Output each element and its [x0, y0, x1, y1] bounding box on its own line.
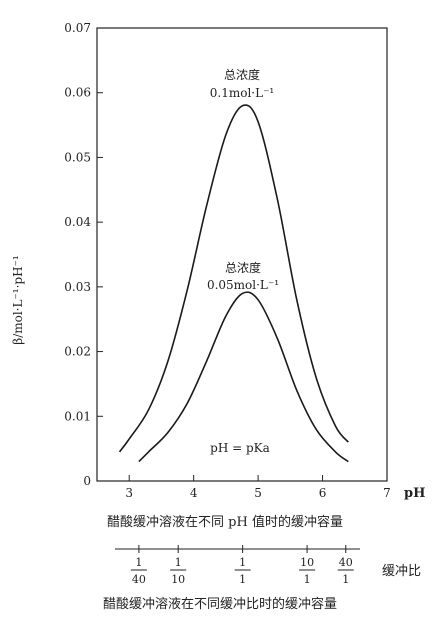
ratio-tick-numerator: 40 [339, 556, 353, 569]
x-tick-label: 3 [125, 486, 133, 500]
ratio-tick-denominator: 1 [239, 573, 246, 586]
ratio-tick-numerator: 1 [175, 556, 182, 569]
caption-bottom: 醋酸缓冲溶液在不同缓冲比时的缓冲容量 [103, 596, 337, 612]
y-tick-label: 0 [83, 474, 91, 488]
peak-note: pH = pKa [210, 441, 270, 455]
ratio-axis-ticks: 1 40 1 10 1 1 10 1 40 1 [130, 545, 354, 586]
series-line-2 [138, 291, 349, 463]
curve2-annotation-line1: 总浓度 [225, 260, 261, 275]
x-axis-ticks: 3 4 5 6 7 [125, 475, 391, 500]
x-tick-label: 7 [383, 486, 391, 500]
plot-frame [96, 27, 388, 482]
y-tick-label: 0.04 [64, 215, 91, 229]
ratio-tick-denominator: 40 [132, 573, 146, 586]
series-line-1 [118, 104, 349, 453]
y-tick-label: 0.07 [64, 21, 91, 35]
ratio-tick-numerator: 1 [239, 556, 246, 569]
curve1-annotation-line2: 0.1mol·L⁻¹ [210, 86, 274, 100]
x-tick-label: 5 [254, 486, 262, 500]
ratio-axis-label: 缓冲比 [382, 564, 421, 579]
x-tick-label: 6 [319, 486, 327, 500]
y-tick-label: 0.06 [64, 86, 91, 100]
y-tick-label: 0.01 [64, 409, 91, 423]
x-axis-label: pH [404, 486, 425, 501]
ratio-tick-denominator: 1 [304, 573, 311, 586]
series-layer [118, 104, 349, 463]
y-axis-ticks: 0 0.01 0.02 0.03 0.04 0.05 0.06 0.07 [64, 21, 103, 488]
curve2-annotation-line2: 0.05mol·L⁻¹ [207, 278, 279, 292]
y-axis-label: β/mol·L⁻¹·pH⁻¹ [11, 255, 25, 344]
caption-top: 醋酸缓冲溶液在不同 pH 值时的缓冲容量 [107, 514, 343, 530]
y-tick-label: 0.02 [64, 345, 91, 359]
x-tick-label: 4 [190, 486, 198, 500]
ratio-tick-denominator: 1 [342, 573, 349, 586]
ratio-tick-denominator: 10 [171, 573, 185, 586]
ratio-tick-numerator: 1 [135, 556, 142, 569]
y-tick-label: 0.05 [64, 150, 91, 164]
curve1-annotation-line1: 总浓度 [224, 67, 260, 82]
y-tick-label: 0.03 [64, 280, 91, 294]
ratio-tick-numerator: 10 [300, 556, 314, 569]
